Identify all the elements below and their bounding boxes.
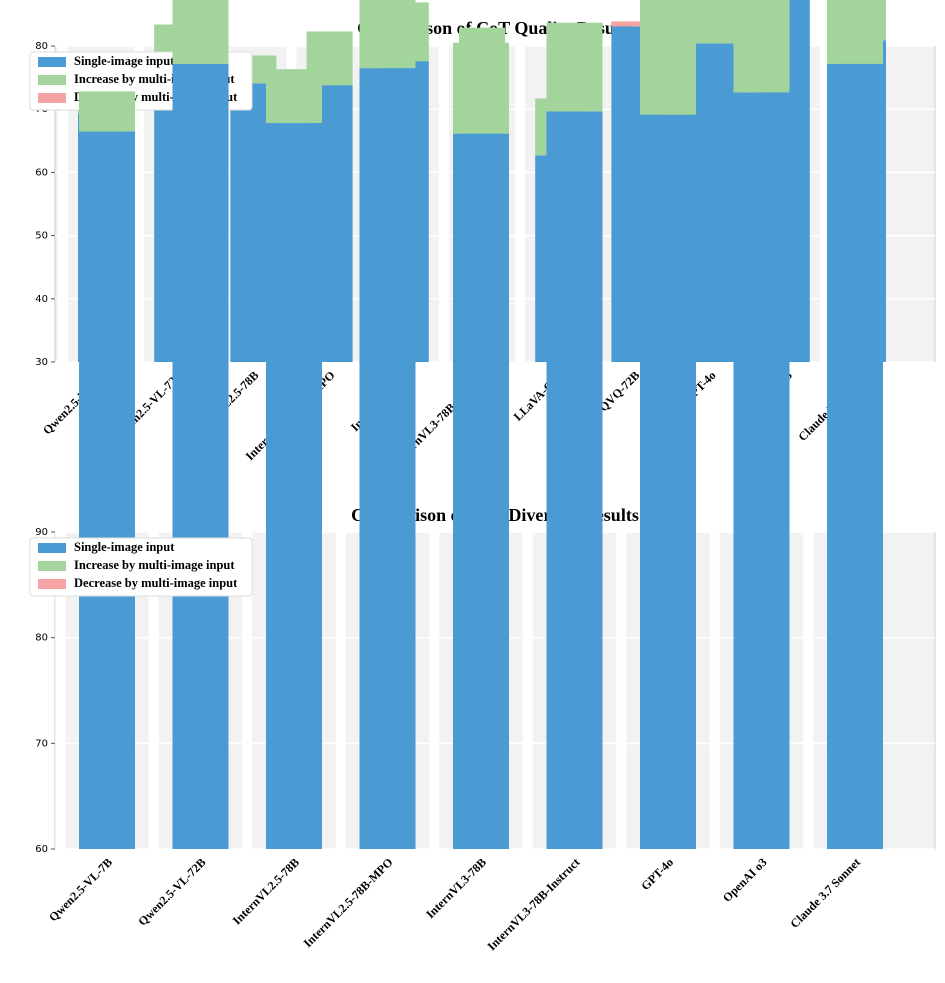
legend-swatch	[38, 57, 66, 67]
bar-segment	[266, 69, 322, 124]
bar-segment	[546, 22, 603, 112]
legend-label: Single-image input	[74, 540, 175, 554]
grid-stripe	[429, 532, 440, 849]
x-tick-label: InternVL3-78B-Instruct	[485, 855, 583, 953]
grid-stripe	[438, 46, 449, 362]
grid-stripe	[335, 532, 346, 849]
y-tick-label: 80	[35, 633, 48, 644]
y-tick-label: 40	[35, 294, 48, 305]
x-tick-label: Qwen2.5-VL-72B	[135, 855, 208, 928]
x-tick-label: GPT-4o	[638, 855, 676, 893]
bar-segment	[733, 0, 790, 93]
bar-segment	[79, 91, 135, 132]
bar-segment	[611, 21, 658, 27]
grid-stripe	[57, 46, 68, 362]
grid-stripe	[522, 532, 533, 849]
grid-stripe	[242, 532, 253, 849]
grid-stripe	[55, 532, 66, 849]
bar-segment	[453, 133, 509, 850]
bar-segment	[733, 92, 790, 850]
bar-segment	[827, 63, 883, 849]
y-tick-label: 50	[35, 231, 48, 242]
bar-segment	[453, 42, 509, 134]
bar-segment	[640, 114, 696, 849]
bar-segment	[640, 0, 696, 115]
y-tick-label: 30	[35, 357, 48, 368]
x-tick-label: InternVL2.5-78B-MPO	[301, 855, 396, 950]
legend-label: Increase by multi-image input	[74, 558, 235, 572]
legend-swatch	[38, 579, 66, 589]
x-tick-label: OpenAI o3	[720, 855, 770, 905]
y-tick-label: 90	[35, 527, 48, 538]
grid-stripe	[515, 46, 526, 362]
legend-swatch	[38, 561, 66, 571]
bar-segment	[79, 131, 135, 850]
bar-segment	[172, 63, 229, 849]
bar-segment	[359, 68, 416, 849]
x-tick-label: Claude 3.7 Sonnet	[787, 855, 863, 931]
y-tick-label: 60	[35, 844, 48, 855]
grid-stripe	[709, 532, 720, 849]
legend-label: Decrease by multi-image input	[74, 576, 238, 590]
legend-swatch	[38, 93, 66, 103]
x-tick-label: InternVL3-78B	[423, 855, 489, 921]
grid-stripe	[819, 46, 830, 362]
legend-box	[29, 537, 253, 597]
bar-segment	[546, 111, 603, 850]
bar-segment	[827, 0, 883, 64]
legend-swatch	[38, 543, 66, 553]
x-tick-label: Qwen2.5-VL-7B	[46, 855, 115, 924]
legend-swatch	[38, 75, 66, 85]
y-tick-label: 80	[35, 41, 48, 52]
bar-segment	[359, 0, 416, 69]
bar-segment	[266, 123, 322, 849]
x-tick-label: QVQ-72B	[596, 368, 642, 414]
legend-label: Single-image input	[74, 54, 175, 68]
bar-segment	[172, 0, 229, 64]
y-tick-label: 60	[35, 167, 48, 178]
y-tick-label: 70	[35, 738, 48, 749]
grid-stripe	[616, 532, 627, 849]
grid-stripe	[148, 532, 159, 849]
x-tick-label: InternVL2.5-78B	[230, 855, 302, 927]
grid-stripe	[134, 46, 145, 362]
grid-stripe	[803, 532, 814, 849]
